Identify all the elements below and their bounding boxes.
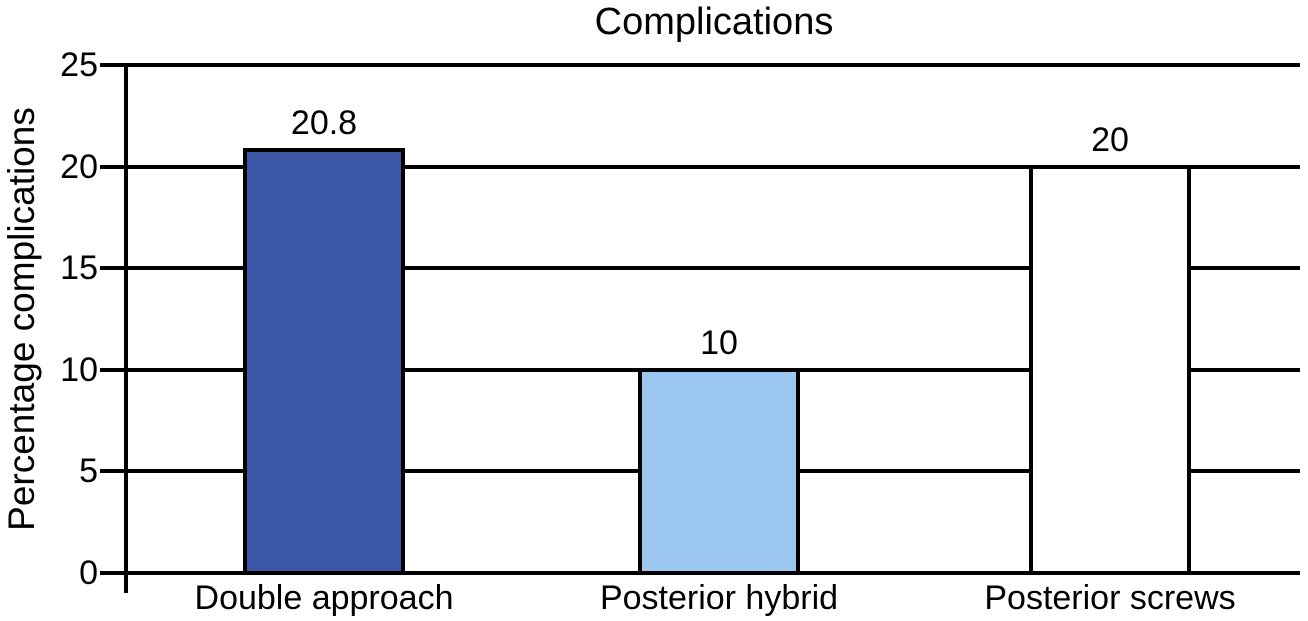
gridline-y-25	[124, 63, 1300, 67]
y-tick-mark-10	[100, 368, 124, 372]
y-tick-mark-15	[100, 266, 124, 270]
y-tick-mark-0	[100, 571, 124, 575]
x-category-label-2: Posterior screws	[984, 579, 1236, 617]
x-category-label-1: Posterior hybrid	[599, 579, 839, 617]
x-category-label-0: Double approach	[194, 579, 454, 617]
y-tick-mark-20	[100, 165, 124, 169]
y-tick-mark-25	[100, 63, 124, 67]
y-tick-label-0: 0	[79, 554, 98, 592]
y-tick-label-5: 5	[79, 452, 98, 490]
chart-title: Complications	[594, 1, 834, 43]
gridline-y-15	[124, 266, 1300, 270]
bar-double-approach	[243, 148, 405, 575]
y-axis-line	[124, 63, 128, 593]
y-tick-label-10: 10	[60, 351, 98, 389]
bar-value-label-1: 10	[700, 324, 738, 362]
y-tick-label-20: 20	[60, 148, 98, 186]
y-tick-label-15: 15	[60, 249, 98, 287]
gridline-y-20	[124, 165, 1300, 169]
y-tick-mark-5	[100, 469, 124, 473]
bar-posterior-hybrid	[638, 368, 800, 575]
bar-posterior-screws	[1029, 165, 1191, 575]
y-tick-label-25: 25	[60, 46, 98, 84]
bar-value-label-2: 20	[1091, 121, 1129, 159]
bar-value-label-0: 20.8	[290, 104, 358, 142]
